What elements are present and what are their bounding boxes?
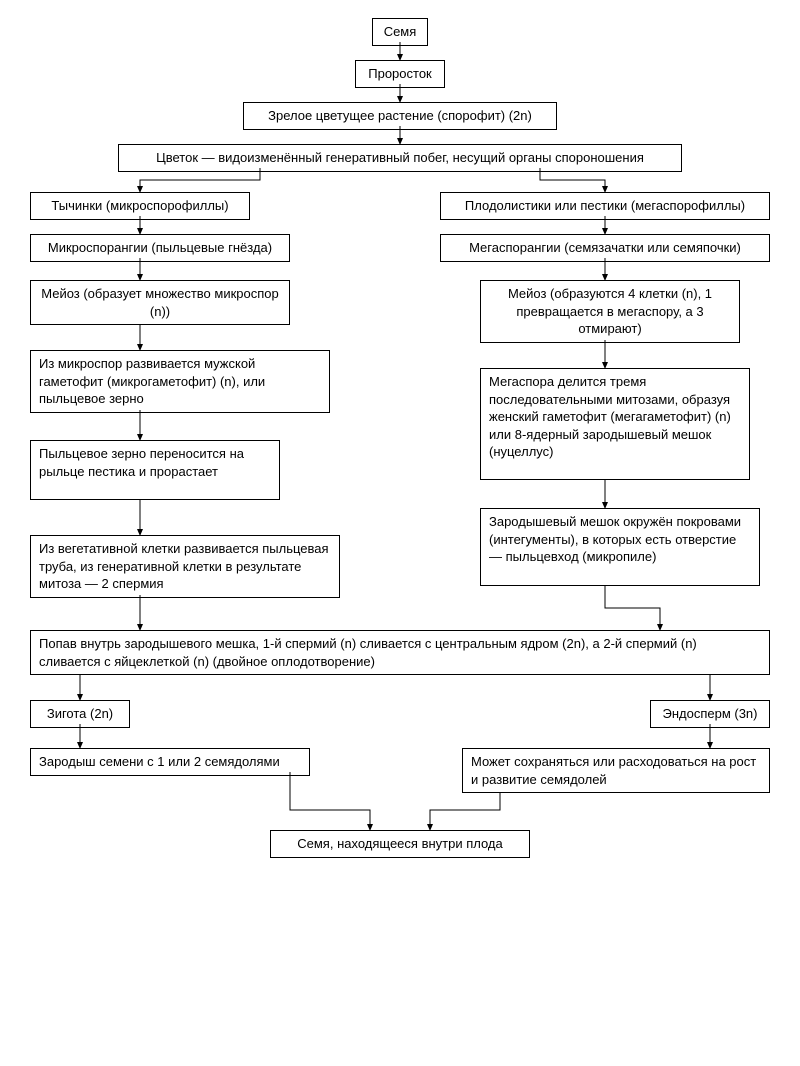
node-endosperm-fate: Может сохраняться или расходоваться на р… [462, 748, 770, 793]
node-double-fertilization: Попав внутрь зародышевого мешка, 1-й спе… [30, 630, 770, 675]
node-meiosis-mega: Мейоз (образуются 4 клетки (n), 1 превра… [480, 280, 740, 343]
node-female-gametophyte: Мегаспора делится тремя последовательным… [480, 368, 750, 480]
node-sprout: Проросток [355, 60, 445, 88]
node-male-gametophyte: Из микроспор развивается мужской гаметоф… [30, 350, 330, 413]
node-sporophyte: Зрелое цветущее растение (спорофит) (2n) [243, 102, 557, 130]
node-carpels: Плодолистики или пестики (мегаспорофиллы… [440, 192, 770, 220]
edge-n18-n21 [290, 772, 370, 830]
node-pollen-transfer: Пыльцевое зерно переносится на рыльце пе… [30, 440, 280, 500]
node-endosperm: Эндосперм (3n) [650, 700, 770, 728]
node-microsporangia: Микроспорангии (пыльцевые гнёзда) [30, 234, 290, 262]
node-megasporangia: Мегаспорангии (семязачатки или семяпочки… [440, 234, 770, 262]
node-flower: Цветок — видоизменённый генеративный поб… [118, 144, 682, 172]
edge-n15-n16 [605, 586, 660, 630]
node-seed-in-fruit: Семя, находящееся внутри плода [270, 830, 530, 858]
node-zygote: Зигота (2n) [30, 700, 130, 728]
node-integuments: Зародышевый мешок окружён покровами (инт… [480, 508, 760, 586]
edge-n4-n5 [140, 168, 260, 192]
node-stamens: Тычинки (микроспорофиллы) [30, 192, 250, 220]
edge-n4-n11 [540, 168, 605, 192]
node-embryo: Зародыш семени с 1 или 2 семядолями [30, 748, 310, 776]
node-meiosis-micro: Мейоз (образует множество микроспор (n)) [30, 280, 290, 325]
node-pollen-tube: Из вегетативной клетки развивается пыльц… [30, 535, 340, 598]
node-seed: Семя [372, 18, 428, 46]
edge-n20-n21 [430, 792, 500, 830]
